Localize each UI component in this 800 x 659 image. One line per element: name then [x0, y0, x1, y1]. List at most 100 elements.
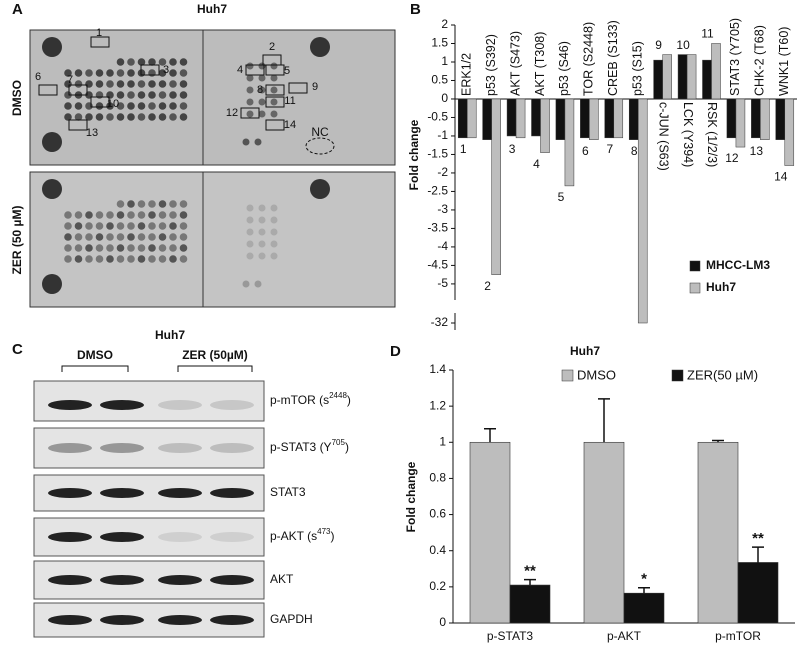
error-bar: [524, 578, 536, 586]
spot: [74, 233, 83, 241]
spot: [116, 233, 125, 241]
spot: [74, 80, 83, 88]
y-tick-label: -32: [431, 315, 449, 329]
y-tick-label: -1: [437, 128, 448, 142]
spot: [246, 204, 254, 212]
bracket: [177, 365, 253, 372]
error-bar: [712, 439, 724, 443]
spot-box: [265, 119, 285, 131]
spot: [137, 58, 146, 66]
spot: [95, 222, 104, 230]
spot: [95, 211, 104, 219]
legend-swatch: [689, 282, 701, 294]
y-tick-label: 0: [441, 91, 448, 105]
spot: [85, 69, 93, 77]
spot: [169, 200, 177, 208]
blot-band: [100, 615, 144, 625]
spot: [179, 102, 188, 110]
spot: [106, 80, 114, 88]
bar: [784, 98, 795, 166]
blot-strip: [33, 427, 265, 469]
bar: [628, 98, 639, 140]
bar: [491, 98, 501, 275]
spot-label: 13: [86, 127, 98, 139]
spot: [137, 80, 146, 88]
spot: [258, 110, 266, 118]
spot-box: [265, 64, 285, 76]
spot: [127, 58, 135, 66]
bar: [564, 98, 575, 187]
spot: [254, 280, 262, 288]
spot: [158, 222, 167, 230]
spot: [42, 37, 62, 57]
spot: [158, 113, 167, 121]
spot: [64, 80, 72, 88]
spot: [95, 80, 104, 88]
spot: [85, 102, 93, 110]
category-number: 9: [655, 38, 662, 52]
bar: [457, 98, 468, 139]
legend-swatch: [561, 369, 574, 382]
spot: [116, 244, 125, 252]
y-tick-label: -1.5: [427, 147, 448, 161]
spot: [106, 102, 114, 110]
blot-band: [158, 400, 202, 410]
spot: [127, 244, 135, 252]
bar: [623, 592, 665, 624]
array-membrane: [29, 171, 396, 308]
y-tick-label: 0.8: [429, 471, 446, 485]
bar: [735, 98, 746, 148]
y-tick-label: -4: [437, 239, 448, 253]
spot: [258, 252, 266, 260]
band-close: ): [347, 393, 351, 407]
spot: [106, 69, 114, 77]
spot: [74, 211, 83, 219]
spot: [246, 216, 254, 224]
spot: [116, 102, 125, 110]
blot-band: [48, 443, 92, 453]
spot: [258, 74, 266, 82]
spot: [42, 179, 62, 199]
spot: [95, 233, 104, 241]
category-label: c-JUN (S63): [656, 102, 670, 171]
spot: [148, 113, 156, 121]
bar: [583, 441, 625, 624]
spot: [148, 80, 156, 88]
spot: [74, 255, 83, 263]
spot: [95, 91, 104, 99]
spot-box: [265, 96, 285, 108]
category-number: 14: [774, 170, 788, 184]
blot-band: [210, 488, 254, 498]
spot: [158, 244, 167, 252]
chart-title: Huh7: [570, 344, 600, 358]
spot: [148, 211, 156, 219]
error-bar: [638, 587, 650, 594]
band-name: STAT3: [270, 485, 306, 499]
spot-box: [90, 96, 110, 108]
spot: [137, 222, 146, 230]
spot-label: 4: [237, 64, 243, 76]
category-label: p53 (S46): [557, 41, 571, 96]
band-name: p-AKT (s: [270, 529, 317, 543]
spot: [246, 240, 254, 248]
y-tick-label: 0.6: [429, 507, 446, 521]
band-name: GAPDH: [270, 612, 313, 626]
spot: [179, 222, 188, 230]
spot: [179, 69, 188, 77]
category-number: 12: [725, 151, 739, 165]
spot: [64, 255, 72, 263]
spot: [310, 179, 330, 199]
band-name: AKT: [270, 572, 294, 586]
category-number: 10: [676, 38, 690, 52]
spot: [95, 255, 104, 263]
bar: [775, 98, 786, 140]
panel-label: A: [12, 1, 23, 18]
spot: [64, 91, 72, 99]
blot-band: [48, 488, 92, 498]
spot-box: [288, 82, 308, 94]
blot-band: [158, 532, 202, 542]
y-tick-label: -2: [437, 165, 448, 179]
spot: [85, 211, 93, 219]
band-label: p-mTOR (s2448): [270, 391, 351, 407]
spot: [148, 244, 156, 252]
